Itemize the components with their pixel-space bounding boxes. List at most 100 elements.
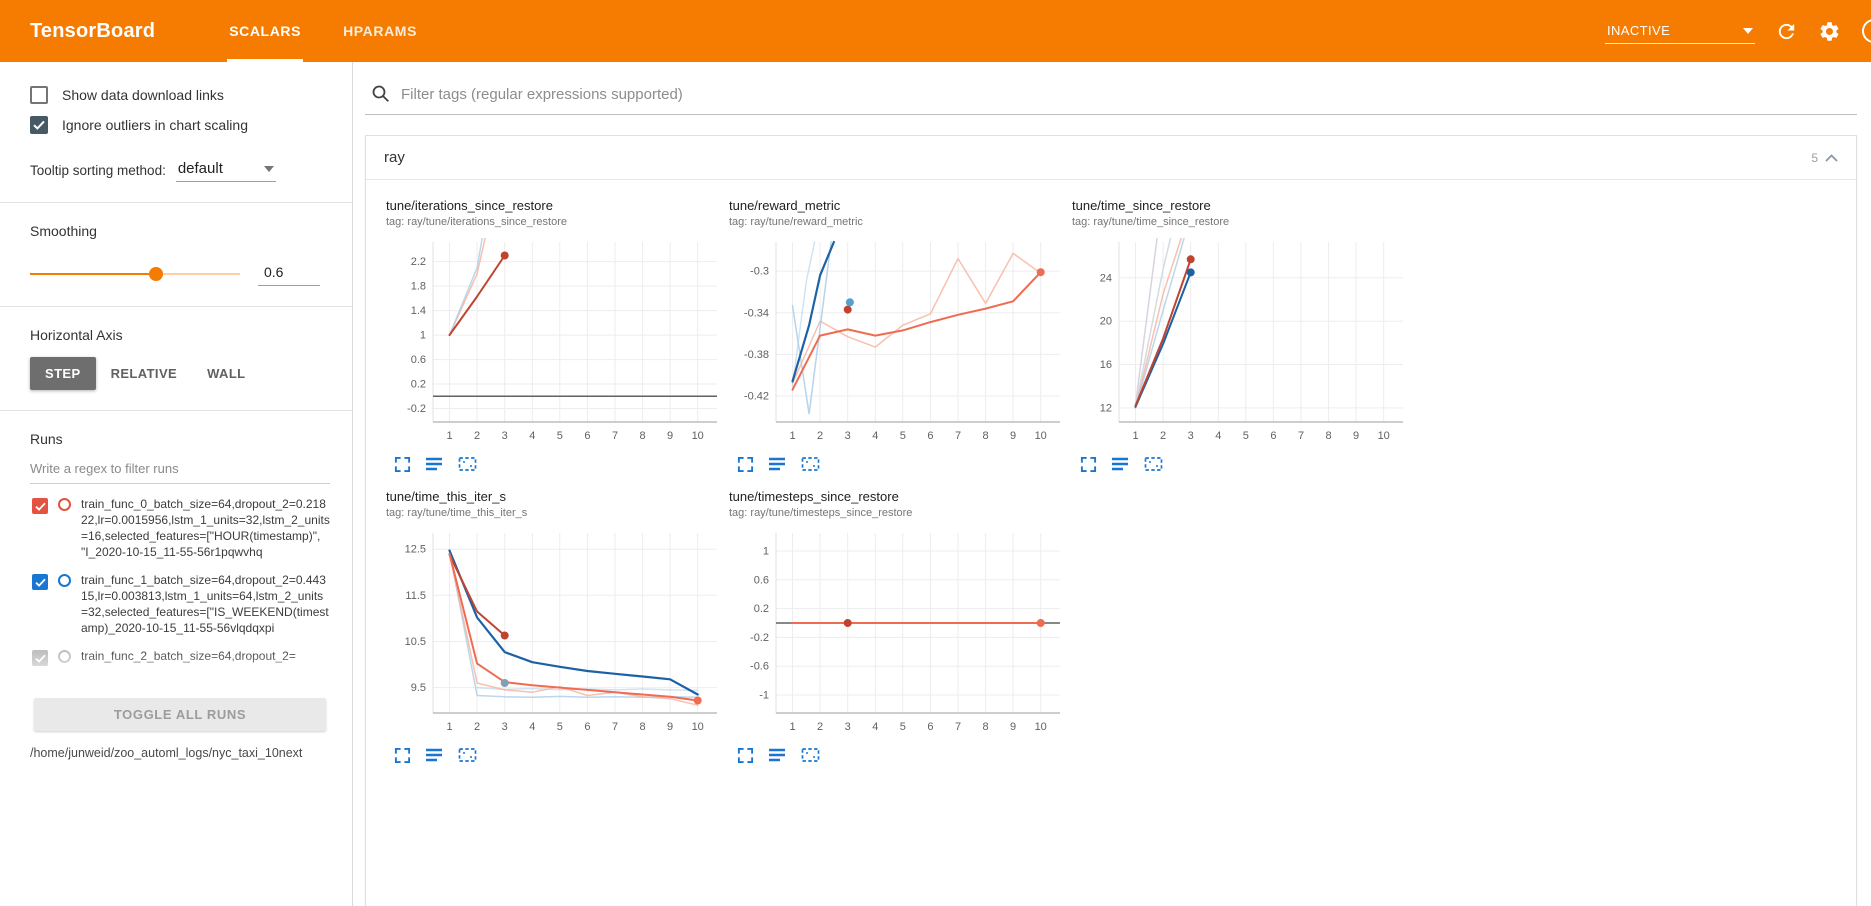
settings-gear-icon[interactable] xyxy=(1818,20,1841,43)
tab-scalars[interactable]: SCALARS xyxy=(227,0,304,62)
axis-step-button[interactable]: STEP xyxy=(30,357,96,390)
section-title: ray xyxy=(384,149,405,166)
chart-plot: -1 -0.6 -0.2 0.2 0.6 1 1 2 3 4 5 6 7 8 9 10 xyxy=(729,525,1072,744)
tab-hparams[interactable]: HPARAMS xyxy=(343,23,418,39)
svg-text:-0.6: -0.6 xyxy=(750,661,769,673)
show-download-links-checkbox[interactable]: Show data download links xyxy=(30,86,330,104)
chart-toolbar xyxy=(386,746,729,764)
svg-text:5: 5 xyxy=(557,721,563,733)
ignore-outliers-checkbox[interactable]: Ignore outliers in chart scaling xyxy=(30,116,330,134)
svg-text:10: 10 xyxy=(1035,721,1047,733)
runs-filter-input[interactable] xyxy=(30,453,330,484)
svg-text:2: 2 xyxy=(1160,430,1166,442)
svg-text:7: 7 xyxy=(612,430,618,442)
runs-list-icon[interactable] xyxy=(768,747,786,763)
svg-text:8: 8 xyxy=(640,721,646,733)
app-title: TensorBoard xyxy=(30,19,156,42)
divider xyxy=(0,306,352,307)
chart-card: tune/time_this_iter_s tag: ray/tune/time… xyxy=(386,489,729,764)
refresh-icon[interactable] xyxy=(1775,20,1798,43)
svg-text:1: 1 xyxy=(446,721,452,733)
line-chart[interactable]: -0.42 -0.38 -0.34 -0.3 1 2 3 4 5 6 7 8 9 10 xyxy=(729,234,1066,448)
log-directory-path: /home/junweid/zoo_automl_logs/nyc_taxi_1… xyxy=(30,746,303,760)
svg-text:5: 5 xyxy=(557,430,563,442)
svg-text:-0.38: -0.38 xyxy=(744,349,769,361)
section-header-ray[interactable]: ray 5 xyxy=(366,136,1856,180)
section-chart-count: 5 xyxy=(1811,150,1818,165)
fit-domain-icon[interactable] xyxy=(800,455,821,473)
svg-text:0.2: 0.2 xyxy=(754,603,769,615)
line-chart[interactable]: -1 -0.6 -0.2 0.2 0.6 1 1 2 3 4 5 6 7 8 9 10 xyxy=(729,525,1066,739)
chart-tag: tag: ray/tune/iterations_since_restore xyxy=(386,216,567,228)
svg-text:9: 9 xyxy=(667,721,673,733)
divider xyxy=(0,202,352,203)
svg-text:1.4: 1.4 xyxy=(411,305,426,317)
smoothing-value-field[interactable]: 0.6 xyxy=(258,261,320,286)
runs-list-icon[interactable] xyxy=(425,456,443,472)
axis-relative-button[interactable]: RELATIVE xyxy=(96,357,193,390)
svg-text:0.6: 0.6 xyxy=(754,574,769,586)
smoothing-slider[interactable] xyxy=(30,266,240,281)
svg-text:-0.42: -0.42 xyxy=(744,391,769,403)
expand-chart-icon[interactable] xyxy=(1080,456,1097,473)
svg-text:1: 1 xyxy=(763,546,769,558)
fit-domain-icon[interactable] xyxy=(457,746,478,764)
run-checkbox[interactable] xyxy=(32,498,48,514)
chart-tag: tag: ray/tune/timesteps_since_restore xyxy=(729,507,913,519)
toggle-all-runs-button[interactable]: TOGGLE ALL RUNS xyxy=(34,698,326,731)
svg-text:7: 7 xyxy=(612,721,618,733)
expand-chart-icon[interactable] xyxy=(737,747,754,764)
svg-text:16: 16 xyxy=(1100,359,1112,371)
help-icon[interactable] xyxy=(1861,18,1871,44)
tooltip-sorting-select[interactable]: default xyxy=(175,158,276,182)
svg-text:-0.2: -0.2 xyxy=(750,632,769,644)
run-item[interactable]: train_func_0_batch_size=64,dropout_2=0.2… xyxy=(30,496,330,560)
runs-list-icon[interactable] xyxy=(425,747,443,763)
svg-text:3: 3 xyxy=(502,430,508,442)
run-color-circle[interactable] xyxy=(58,498,71,511)
collapse-section-icon[interactable] xyxy=(1825,153,1838,162)
svg-text:10: 10 xyxy=(1378,430,1390,442)
fit-domain-icon[interactable] xyxy=(1143,455,1164,473)
runs-list-icon[interactable] xyxy=(768,456,786,472)
svg-text:6: 6 xyxy=(584,430,590,442)
line-chart[interactable]: -0.2 0.2 0.6 1 1.4 1.8 2.2 1 2 3 4 5 6 7 8 9 10 xyxy=(386,234,723,448)
expand-chart-icon[interactable] xyxy=(737,456,754,473)
axis-wall-button[interactable]: WALL xyxy=(192,357,260,390)
svg-text:9: 9 xyxy=(667,430,673,442)
tooltip-sorting-label: Tooltip sorting method: xyxy=(30,163,166,178)
line-chart[interactable]: 9.5 10.5 11.5 12.5 1 2 3 4 5 6 7 8 9 10 xyxy=(386,525,723,739)
topbar: TensorBoard SCALARS HPARAMS INACTIVE xyxy=(0,0,1871,62)
chevron-down-icon xyxy=(263,165,274,172)
chart-plot: 9.5 10.5 11.5 12.5 1 2 3 4 5 6 7 8 9 10 xyxy=(386,525,729,744)
runs-list-icon[interactable] xyxy=(1111,456,1129,472)
chart-plot: 12 16 20 24 1 2 3 4 5 6 7 8 9 10 xyxy=(1072,234,1415,453)
data-status-select[interactable]: INACTIVE xyxy=(1605,18,1755,44)
svg-text:7: 7 xyxy=(1298,430,1304,442)
fit-domain-icon[interactable] xyxy=(457,455,478,473)
svg-text:6: 6 xyxy=(927,430,933,442)
tag-filter-bar xyxy=(365,78,1857,115)
fit-domain-icon[interactable] xyxy=(800,746,821,764)
divider xyxy=(0,410,352,411)
svg-text:5: 5 xyxy=(900,430,906,442)
run-checkbox[interactable] xyxy=(32,574,48,590)
chart-plot: -0.2 0.2 0.6 1 1.4 1.8 2.2 1 2 3 4 5 6 7 8 9 10 xyxy=(386,234,729,453)
horizontal-axis-buttons: STEP RELATIVE WALL xyxy=(30,357,330,390)
expand-chart-icon[interactable] xyxy=(394,456,411,473)
checkbox-label: Ignore outliers in chart scaling xyxy=(62,117,248,133)
chart-title: tune/iterations_since_restore xyxy=(386,198,553,213)
chart-toolbar xyxy=(386,455,729,473)
svg-text:1: 1 xyxy=(789,430,795,442)
tag-filter-input[interactable] xyxy=(401,85,1853,103)
status-label: INACTIVE xyxy=(1607,23,1671,38)
topbar-controls: INACTIVE xyxy=(1605,18,1871,44)
expand-chart-icon[interactable] xyxy=(394,747,411,764)
run-item[interactable]: train_func_1_batch_size=64,dropout_2=0.4… xyxy=(30,572,330,636)
svg-text:9: 9 xyxy=(1010,721,1016,733)
svg-text:-0.3: -0.3 xyxy=(750,266,769,278)
slider-thumb[interactable] xyxy=(149,266,163,281)
run-color-circle[interactable] xyxy=(58,574,71,587)
svg-text:2: 2 xyxy=(474,721,480,733)
